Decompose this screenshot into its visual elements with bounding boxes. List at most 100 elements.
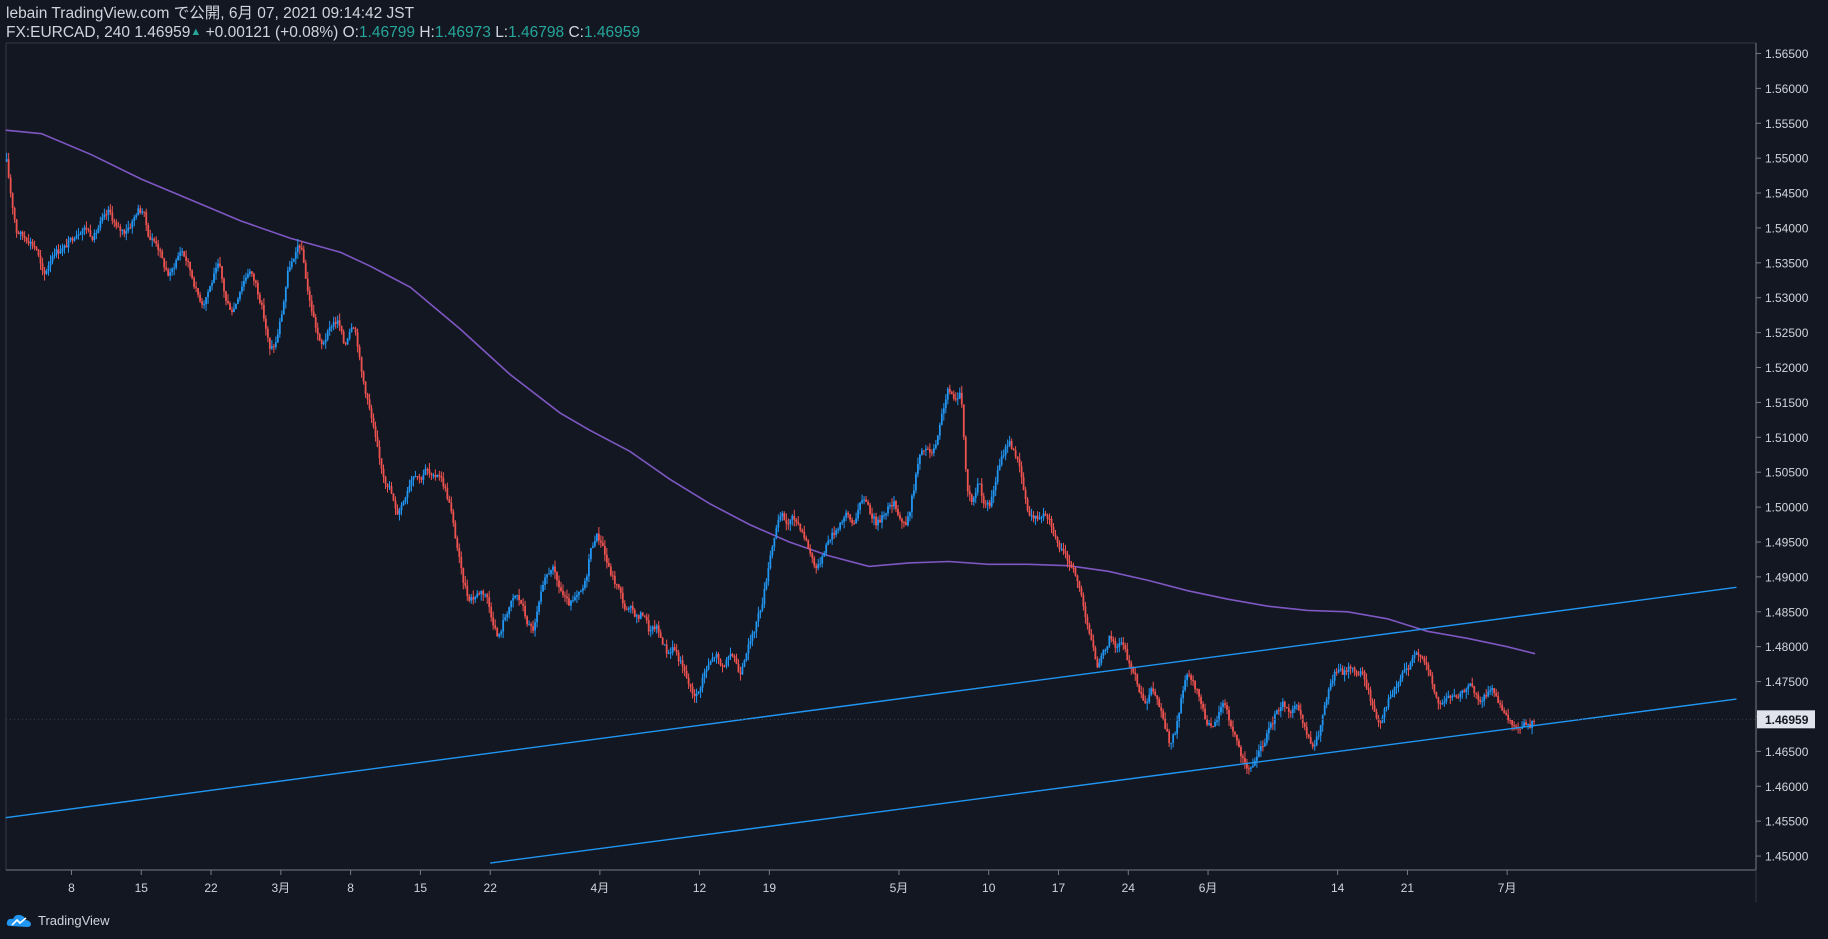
- candle-body: [1252, 765, 1254, 768]
- price-tick-label: 1.45000: [1765, 850, 1809, 864]
- candle-body: [1114, 641, 1117, 648]
- candle-body: [1369, 690, 1372, 702]
- candle-body: [1086, 617, 1089, 625]
- candle-body: [39, 255, 42, 264]
- candle-body: [195, 286, 197, 289]
- candle-body: [498, 634, 501, 637]
- candle-body: [408, 485, 411, 491]
- candle-body: [1479, 699, 1482, 702]
- candle-body: [1375, 711, 1378, 718]
- candle-body: [1202, 704, 1204, 709]
- candle-body: [817, 564, 820, 569]
- candle-body: [807, 540, 810, 549]
- candle-body: [1178, 712, 1181, 722]
- candle-body: [1333, 671, 1336, 681]
- candle-body: [847, 512, 850, 515]
- candle-body: [849, 514, 852, 520]
- candle-body: [1359, 671, 1362, 675]
- candle-body: [1142, 694, 1145, 701]
- candle-body: [1220, 707, 1222, 713]
- candle-body: [795, 519, 798, 522]
- candle-body: [1136, 674, 1139, 685]
- candle-body: [1357, 674, 1360, 676]
- candle-body: [901, 518, 903, 523]
- candle-body: [258, 294, 261, 303]
- time-tick-label: 22: [484, 881, 498, 895]
- candle-body: [603, 545, 606, 555]
- candle-body: [458, 548, 461, 557]
- candle-body: [1054, 534, 1057, 538]
- candle-body: [564, 595, 566, 597]
- candle-body: [388, 486, 391, 488]
- candle-body: [1421, 656, 1424, 658]
- candle-body: [793, 515, 796, 520]
- candle-body: [426, 468, 429, 470]
- candle-body: [619, 587, 622, 593]
- candle-body: [1309, 737, 1312, 744]
- candle-body: [1449, 695, 1452, 698]
- candle-body: [532, 626, 534, 631]
- candle-body: [430, 473, 433, 476]
- candle-body: [1345, 670, 1348, 672]
- candle-body: [11, 193, 14, 208]
- candle-body: [1104, 649, 1107, 651]
- candle-body: [1281, 701, 1284, 708]
- candle-body: [153, 238, 156, 241]
- candle-body: [1285, 706, 1288, 709]
- candle-body: [765, 581, 768, 590]
- candle-body: [747, 644, 750, 654]
- candle-body: [35, 247, 38, 250]
- candle-body: [468, 595, 471, 601]
- candle-body: [410, 480, 413, 486]
- candle-body: [356, 332, 359, 347]
- candle-body: [1062, 548, 1065, 552]
- candle-body: [318, 334, 321, 341]
- candle-body: [661, 637, 664, 645]
- candle-body: [781, 513, 784, 517]
- candle-body: [1465, 689, 1468, 693]
- candle-body: [1299, 710, 1302, 715]
- candle-body: [655, 625, 658, 629]
- candle-body: [578, 591, 580, 596]
- price-tick-label: 1.49000: [1765, 570, 1809, 584]
- candle-body: [350, 327, 353, 332]
- candle-body: [1132, 668, 1135, 673]
- candle-body: [1154, 691, 1157, 696]
- time-tick-label: 14: [1331, 881, 1345, 895]
- candle-body: [1060, 548, 1063, 550]
- candle-body: [1098, 662, 1101, 668]
- candle-body: [1084, 606, 1087, 618]
- price-tick-label: 1.46000: [1765, 780, 1809, 794]
- candle-body: [972, 498, 975, 503]
- candle-body: [584, 580, 586, 589]
- candle-body: [326, 330, 329, 340]
- time-tick-label: 15: [135, 881, 149, 895]
- candle-body: [589, 547, 592, 560]
- candle-body: [1475, 692, 1478, 695]
- candle-body: [607, 562, 610, 567]
- candle-body: [787, 523, 790, 525]
- candle-body: [1194, 681, 1196, 690]
- candle-body: [1112, 639, 1115, 642]
- candle-body: [1253, 760, 1256, 766]
- candle-body: [1250, 767, 1252, 769]
- time-tick-label: 4月: [591, 881, 610, 895]
- candle-body: [1329, 683, 1332, 690]
- candle-body: [1164, 718, 1167, 729]
- candle-body: [95, 232, 98, 234]
- candle-body: [470, 597, 473, 601]
- candle-body: [308, 291, 311, 301]
- candle-body: [550, 570, 552, 574]
- candle-body: [905, 522, 907, 526]
- candle-body: [889, 504, 891, 507]
- candle-body: [302, 249, 305, 263]
- time-tick-label: 19: [763, 881, 777, 895]
- candle-body: [897, 509, 899, 515]
- candle-body: [1401, 672, 1404, 679]
- candle-body: [1170, 742, 1173, 744]
- candle-body: [57, 249, 60, 254]
- candle-body: [1066, 553, 1069, 561]
- candle-body: [1463, 690, 1466, 693]
- candle-body: [272, 346, 275, 348]
